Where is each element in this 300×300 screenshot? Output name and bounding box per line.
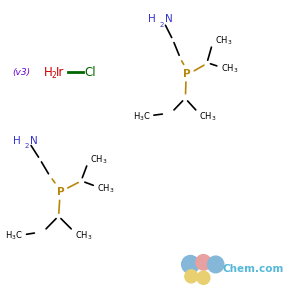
Text: CH$_3$: CH$_3$	[214, 34, 232, 47]
Text: 2: 2	[24, 143, 28, 149]
Text: N: N	[30, 136, 38, 146]
Text: CH$_3$: CH$_3$	[90, 153, 108, 166]
Text: H: H	[148, 14, 156, 24]
Text: CH$_3$: CH$_3$	[97, 183, 115, 196]
Text: Cl: Cl	[84, 66, 96, 79]
Text: CH$_3$: CH$_3$	[199, 110, 217, 123]
Text: CH$_3$: CH$_3$	[221, 62, 238, 74]
Text: 2: 2	[52, 71, 56, 80]
Text: Chem.com: Chem.com	[222, 265, 284, 275]
Text: N: N	[165, 14, 173, 24]
Circle shape	[185, 270, 198, 283]
Text: Ir: Ir	[56, 66, 64, 79]
Text: CH$_3$: CH$_3$	[75, 229, 92, 242]
Circle shape	[208, 256, 224, 273]
Text: H$_3$C: H$_3$C	[5, 229, 22, 242]
Text: H: H	[13, 136, 21, 146]
Text: (v3): (v3)	[12, 68, 30, 77]
Circle shape	[196, 255, 211, 270]
Text: 2: 2	[159, 22, 164, 28]
Text: P: P	[57, 187, 64, 196]
Circle shape	[182, 256, 199, 273]
Text: H: H	[44, 66, 52, 79]
Text: P: P	[183, 69, 190, 79]
Text: H$_3$C: H$_3$C	[133, 110, 151, 123]
Circle shape	[197, 271, 210, 284]
